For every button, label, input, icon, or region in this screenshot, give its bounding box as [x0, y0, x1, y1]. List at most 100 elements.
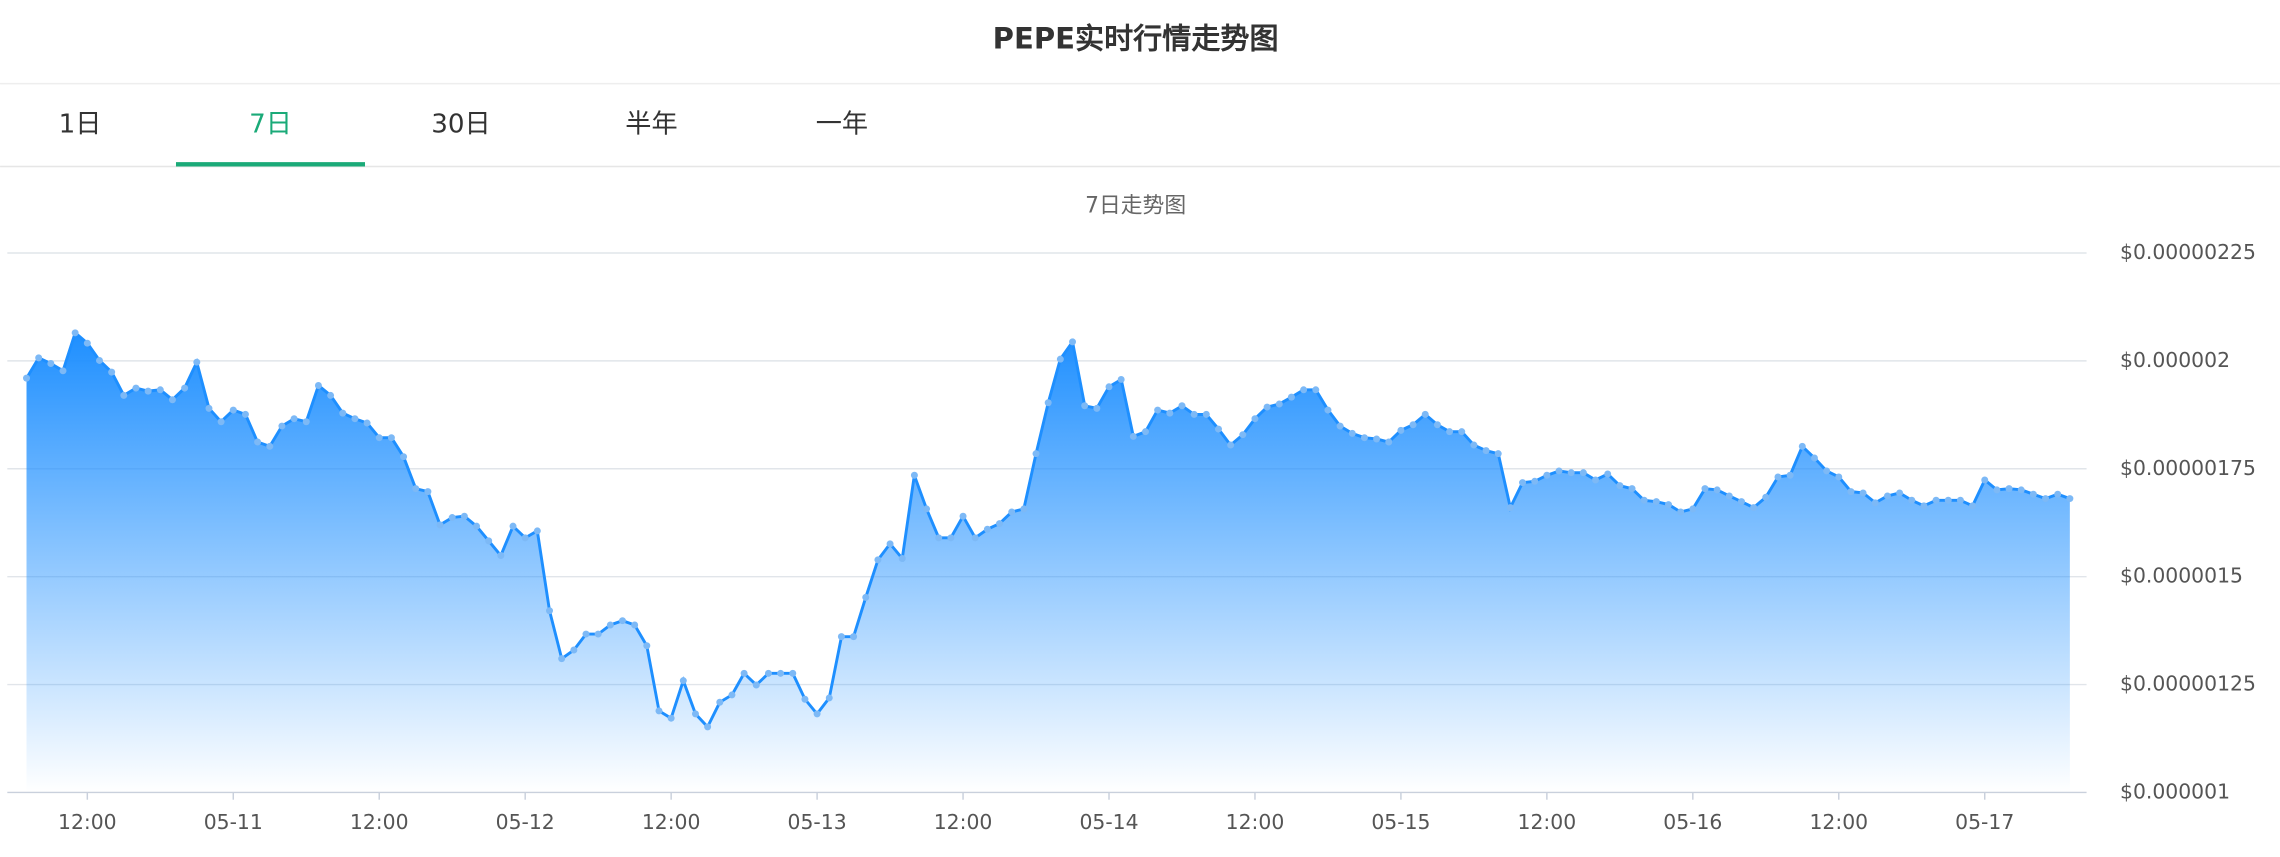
point — [1956, 496, 1964, 504]
point — [1397, 426, 1405, 434]
point — [752, 681, 760, 689]
point — [1640, 496, 1648, 504]
point — [1969, 502, 1977, 510]
point — [1129, 432, 1137, 440]
point — [1385, 438, 1393, 446]
point — [448, 514, 456, 522]
point — [1689, 505, 1697, 513]
point — [691, 710, 699, 718]
point — [1981, 476, 1989, 484]
point — [387, 434, 395, 442]
point — [509, 522, 517, 530]
point — [1652, 498, 1660, 506]
point — [35, 354, 43, 362]
tab[interactable]: 半年 — [625, 110, 677, 140]
point — [728, 691, 736, 699]
tab[interactable]: 30日 — [431, 110, 490, 140]
point — [606, 621, 614, 629]
point — [1275, 400, 1283, 408]
point — [1214, 425, 1222, 433]
point — [339, 409, 347, 417]
point — [1373, 435, 1381, 443]
point — [241, 410, 249, 418]
point — [910, 471, 918, 479]
point — [460, 512, 468, 520]
y-tick-label: $0.00000175 — [2120, 456, 2256, 480]
x-tick-label: 05-11 — [204, 810, 263, 834]
point — [1750, 504, 1758, 512]
point — [1810, 454, 1818, 462]
point — [1312, 386, 1320, 394]
point — [1482, 447, 1490, 455]
point — [193, 358, 201, 366]
point — [1677, 508, 1685, 516]
point — [1519, 479, 1527, 487]
point — [1762, 493, 1770, 501]
point — [825, 694, 833, 702]
point — [1543, 471, 1551, 479]
point — [1154, 406, 1162, 414]
tab[interactable]: 7日 — [249, 110, 292, 140]
point — [643, 642, 651, 650]
point — [254, 438, 262, 446]
point — [1774, 473, 1782, 481]
point — [813, 710, 821, 718]
point — [95, 356, 103, 364]
point — [424, 488, 432, 496]
point — [2066, 495, 2074, 503]
point — [375, 434, 383, 442]
point — [923, 505, 931, 513]
tab-bar: 1日 7日 30日 半年 一年 — [59, 110, 868, 167]
point — [837, 633, 845, 641]
point — [862, 593, 870, 601]
page-title: PEPE实时行情走势图 — [993, 22, 1279, 56]
x-tick-label: 12:00 — [1809, 810, 1868, 834]
point — [1093, 404, 1101, 412]
point — [619, 617, 626, 625]
point — [959, 512, 967, 520]
x-tick-label: 12:00 — [1226, 810, 1285, 834]
point — [667, 714, 675, 722]
x-tick-label: 12:00 — [934, 810, 993, 834]
point — [290, 415, 298, 423]
point — [1920, 502, 1928, 510]
y-tick-label: $0.000001 — [2120, 779, 2230, 803]
point — [594, 630, 602, 638]
point — [1300, 386, 1308, 394]
point — [1227, 441, 1235, 449]
tab[interactable]: 一年 — [816, 110, 868, 140]
point — [412, 485, 420, 493]
point — [631, 621, 639, 629]
point — [2017, 486, 2025, 494]
tab-underline — [175, 162, 366, 167]
point — [1032, 450, 1040, 458]
point — [497, 552, 505, 560]
point — [1470, 441, 1478, 449]
point — [533, 527, 541, 535]
point — [1069, 338, 1077, 346]
point — [1178, 402, 1186, 410]
point — [1056, 355, 1064, 363]
x-tick-label: 05-14 — [1079, 810, 1138, 834]
point — [764, 669, 772, 677]
point — [1531, 477, 1539, 485]
x-tick-label: 05-12 — [496, 810, 555, 834]
point — [205, 404, 213, 412]
point — [156, 386, 164, 394]
y-tick-label: $0.000002 — [2120, 348, 2230, 372]
point — [1263, 403, 1271, 411]
tab[interactable]: 1日 — [59, 110, 102, 140]
point — [314, 381, 322, 389]
plot: $0.000001 $0.00000125 $0.0000015 $0.0000017… — [7, 240, 2256, 834]
point — [144, 387, 152, 395]
point — [1336, 422, 1344, 430]
point — [983, 525, 991, 533]
point — [71, 329, 79, 337]
point — [898, 555, 906, 563]
point — [473, 522, 481, 530]
x-tick-label: 05-15 — [1371, 810, 1430, 834]
point — [1859, 489, 1867, 497]
point — [1883, 492, 1891, 500]
point — [120, 391, 128, 399]
